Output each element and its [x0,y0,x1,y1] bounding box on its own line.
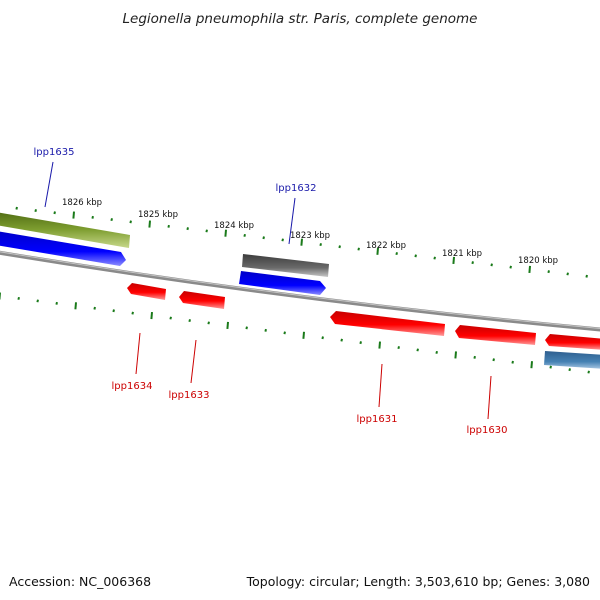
upper-tick [376,247,379,255]
lower-tick [549,365,552,369]
lower-tick [378,341,381,349]
upper-tick [34,209,37,213]
scale-label-1820: 1820 kbp [518,256,558,266]
upper-tick [186,227,189,231]
gene-feature-lpp1631[interactable] [330,311,445,336]
upper-tick [490,263,493,267]
upper-tick [319,243,322,247]
lower-tick [112,309,115,313]
genome-backbone-highlight [0,251,600,330]
gene-feature-lpp1635[interactable] [0,211,130,248]
scale-label-1821: 1821 kbp [442,249,482,259]
gene-feature-lpp1634[interactable] [127,283,166,300]
accession-text: Accession: NC_006368 [9,574,151,589]
lower-tick [435,350,438,354]
lower-tick [568,368,571,372]
upper-tick [243,233,246,237]
leader-line-lpp1632 [288,197,296,245]
lower-tick [17,296,20,300]
map-title: Legionella pneumophila str. Paris, compl… [123,11,478,27]
upper-tick [281,238,284,242]
lower-tick [340,338,343,342]
upper-tick [414,254,417,258]
gene-feature-lpp1630[interactable] [455,325,536,345]
upper-tick-ring [15,206,588,278]
lower-tick [530,361,533,369]
gene-feature-lpp1632-blue[interactable] [239,271,326,295]
upper-tick [262,236,265,240]
gene-label-lpp1630[interactable]: lpp1630 [467,425,508,436]
upper-tick [547,270,550,274]
upper-tick [72,211,75,219]
lower-tick [321,336,324,340]
lower-tick [74,302,77,310]
upper-tick [15,206,18,210]
lower-tick [150,312,153,320]
lower-tick [302,331,305,339]
gene-label-lpp1634[interactable]: lpp1634 [112,381,153,392]
leader-line-lpp1634 [135,332,141,375]
genome-backbone [0,250,600,332]
leader-line-lpp1630 [487,375,492,420]
upper-tick [509,265,512,269]
upper-tick [585,274,588,278]
leader-line-lpp1633 [190,339,197,384]
gene-feature-lpp1635-blue[interactable] [0,230,126,266]
upper-tick [566,272,569,276]
upper-tick [471,261,474,265]
lower-tick [188,319,191,323]
scale-label-1823: 1823 kbp [290,231,330,241]
upper-tick [148,220,151,228]
lower-tick [454,351,457,359]
leader-line-lpp1635 [44,161,54,208]
upper-tick [91,215,94,219]
upper-tick [53,211,56,215]
upper-tick [224,229,227,237]
upper-tick [205,229,208,233]
upper-tick [452,256,455,264]
scale-label-1825: 1825 kbp [138,210,178,220]
upper-tick [167,224,170,228]
upper-tick [528,265,531,273]
lower-tick [397,346,400,350]
lower-tick [264,328,267,332]
gene-feature-lpp1633[interactable] [179,291,225,309]
lower-tick [245,326,248,330]
leader-line-lpp1631 [378,363,383,408]
upper-tick [433,256,436,260]
gene-feature-lpp1632[interactable] [242,254,329,277]
gene-feature-red-edge[interactable] [545,334,600,350]
lower-tick-ring [0,292,590,374]
lower-tick [226,321,229,329]
lower-tick [511,360,514,364]
scale-label-1824: 1824 kbp [214,221,254,231]
lower-tick [36,299,39,303]
lower-tick [55,301,58,305]
lower-tick [93,306,96,310]
gene-feature-steelblue[interactable] [544,351,600,369]
upper-tick [338,245,341,249]
lower-tick [492,358,495,362]
gene-label-lpp1635[interactable]: lpp1635 [34,147,75,158]
genome-summary-text: Topology: circular; Length: 3,503,610 bp… [246,574,590,589]
lower-tick [359,341,362,345]
lower-tick [169,316,172,320]
upper-tick [300,238,303,246]
upper-tick [110,218,113,222]
lower-tick [473,355,476,359]
scale-label-1822: 1822 kbp [366,241,406,251]
gene-label-lpp1632[interactable]: lpp1632 [276,183,317,194]
lower-tick [207,321,210,325]
upper-tick [357,247,360,251]
lower-tick [416,348,419,352]
gene-label-lpp1633[interactable]: lpp1633 [169,390,210,401]
lower-tick [131,311,134,315]
scale-label-1826: 1826 kbp [62,198,102,208]
lower-tick [283,331,286,335]
lower-tick [587,370,590,374]
gene-label-lpp1631[interactable]: lpp1631 [357,414,398,425]
upper-tick [395,252,398,256]
upper-tick [129,220,132,224]
